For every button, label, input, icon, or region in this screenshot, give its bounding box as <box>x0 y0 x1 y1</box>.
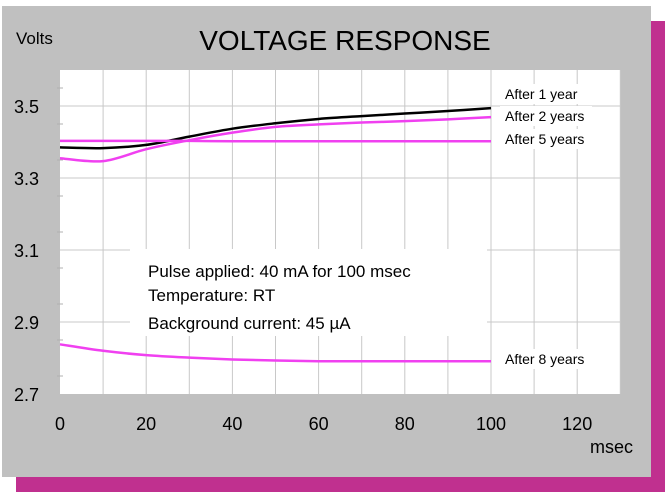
y-tick-label: 3.5 <box>14 97 39 117</box>
x-tick-label: 0 <box>55 414 65 434</box>
legend-label: After 2 years <box>505 108 584 124</box>
y-tick-labels: 2.7 2.9 3.1 3.3 3.5 <box>14 97 39 405</box>
y-tick-label: 2.7 <box>14 385 39 405</box>
x-tick-labels: 0 20 40 60 80 100 120 <box>55 414 592 434</box>
chart-title: VOLTAGE RESPONSE <box>199 25 490 56</box>
x-tick-label: 120 <box>562 414 592 434</box>
legend-label: After 8 years <box>505 351 584 367</box>
x-tick-label: 100 <box>476 414 506 434</box>
legend-label-background <box>500 129 592 149</box>
grid <box>60 70 621 394</box>
legend-label-background <box>500 349 592 369</box>
x-tick-label: 20 <box>136 414 156 434</box>
annotation-box <box>130 249 487 336</box>
x-tick-label: 40 <box>222 414 242 434</box>
legend-label: After 5 years <box>505 131 584 147</box>
x-axis-label: msec <box>590 437 633 457</box>
y-tick-label: 2.9 <box>14 313 39 333</box>
legend-label-background <box>500 106 592 126</box>
y-tick-label: 3.3 <box>14 169 39 189</box>
series-line-2 <box>59 115 492 163</box>
y-tick-label: 3.1 <box>14 241 39 261</box>
series-line-1 <box>59 106 492 150</box>
legend-label-background <box>500 84 592 104</box>
y-minor-ticks <box>57 87 63 377</box>
annotation-temperature: Temperature: RT <box>148 286 275 305</box>
annotation-background-current: Background current: 45 µA <box>148 314 351 333</box>
x-tick-label: 60 <box>309 414 329 434</box>
series-lines <box>59 106 492 363</box>
y-axis-label: Volts <box>16 29 53 48</box>
legend: After 1 year After 2 years After 5 years Af… <box>500 84 592 369</box>
annotation-pulse: Pulse applied: 40 mA for 100 msec <box>148 262 411 281</box>
legend-label: After 1 year <box>505 86 578 102</box>
x-tick-label: 80 <box>395 414 415 434</box>
series-line-4 <box>59 343 491 363</box>
